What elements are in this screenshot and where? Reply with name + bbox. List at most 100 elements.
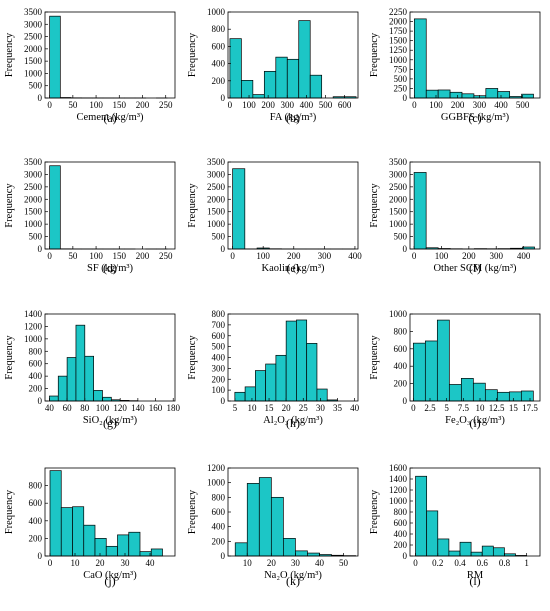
ytick-label-k-2: 400 xyxy=(212,522,226,532)
ytick-label-c-1: 250 xyxy=(394,83,408,93)
xlabel-b: FA (kg/m³) xyxy=(270,112,317,123)
bar-g-6 xyxy=(102,396,112,402)
ytick-label-i-0: 0 xyxy=(403,396,408,406)
ytick-label-e-7: 3500 xyxy=(207,157,226,167)
bar-e-0 xyxy=(232,168,246,250)
ytick-label-a-2: 1000 xyxy=(24,68,43,78)
xtick-label-i-5: 12.5 xyxy=(489,403,505,413)
xtick-label-j-3: 30 xyxy=(121,558,131,568)
xtick-label-l-1: 0.2 xyxy=(432,558,443,568)
ytick-label-l-2: 400 xyxy=(394,529,408,539)
xtick-label-b-0: 0 xyxy=(228,100,233,110)
ytick-label-i-3: 600 xyxy=(394,344,408,354)
xtick-label-c-2: 200 xyxy=(451,100,465,110)
axes-frame-b xyxy=(227,11,359,99)
bar-h-0 xyxy=(234,391,246,402)
bar-j-1 xyxy=(60,507,73,557)
ytick-label-f-7: 3500 xyxy=(389,157,408,167)
bar-k-4 xyxy=(283,538,296,557)
xtick-label-h-7: 40 xyxy=(350,403,360,413)
panel-b: 0 200 400 600 800 1000 0 100 200 300 400 500 600 FA (… xyxy=(187,7,359,125)
bar-c-2 xyxy=(437,89,451,99)
xtick-label-c-0: 0 xyxy=(412,100,417,110)
ytick-label-d-7: 3500 xyxy=(24,157,43,167)
xtick-label-e-4: 400 xyxy=(348,251,362,261)
xtick-label-i-0: 0 xyxy=(411,403,416,413)
xtick-label-a-2: 100 xyxy=(89,100,103,110)
xtick-label-d-5: 250 xyxy=(159,251,173,261)
xtick-label-c-3: 300 xyxy=(473,100,487,110)
ytick-label-h-3: 300 xyxy=(212,363,226,373)
ytick-label-i-1: 200 xyxy=(394,379,408,389)
ylabel-c: Frequency xyxy=(369,32,380,77)
xtick-label-b-5: 500 xyxy=(319,100,333,110)
xtick-label-i-7: 17.5 xyxy=(522,403,538,413)
xtick-label-f-0: 0 xyxy=(412,251,417,261)
ytick-label-a-7: 3500 xyxy=(24,7,43,17)
ytick-label-f-3: 1500 xyxy=(389,207,408,217)
bar-h-4 xyxy=(275,354,287,402)
ytick-label-a-4: 2000 xyxy=(24,44,43,54)
bar-g-3 xyxy=(75,324,86,402)
panel-e: 0 500 1000 1500 2000 2500 3000 3500 0 100 200 300 40… xyxy=(187,157,362,275)
ytick-label-a-3: 1500 xyxy=(24,56,43,66)
ytick-label-g-1: 200 xyxy=(29,384,43,394)
xtick-label-k-4: 50 xyxy=(339,558,349,568)
ytick-label-c-3: 750 xyxy=(394,64,408,74)
ytick-label-f-5: 2500 xyxy=(389,182,408,192)
bar-j-3 xyxy=(83,524,96,557)
ytick-label-g-2: 400 xyxy=(29,371,43,381)
bar-c-0 xyxy=(413,18,427,99)
xtick-label-d-2: 100 xyxy=(89,251,103,261)
ytick-label-f-4: 2000 xyxy=(389,194,408,204)
ytick-label-c-8: 2000 xyxy=(389,17,408,27)
ytick-label-l-5: 1000 xyxy=(389,496,408,506)
panel-d: 0 500 1000 1500 2000 2500 3000 3500 0 50 100 150 200… xyxy=(4,157,176,275)
bar-f-0 xyxy=(413,172,427,250)
ytick-label-f-1: 500 xyxy=(394,232,408,242)
ytick-label-j-2: 400 xyxy=(29,516,43,526)
bar-b-6 xyxy=(298,20,311,99)
xlabel-g: SiO₂ (kg/m³) xyxy=(83,415,138,426)
bar-l-5 xyxy=(470,551,483,557)
ytick-label-l-7: 1400 xyxy=(389,474,408,484)
xtick-label-d-1: 50 xyxy=(68,251,78,261)
bar-j-4 xyxy=(94,538,107,557)
bar-d-0 xyxy=(49,165,61,250)
xtick-label-a-0: 0 xyxy=(47,100,52,110)
bar-k-6 xyxy=(307,552,320,557)
xtick-label-k-2: 30 xyxy=(291,558,301,568)
bar-b-5 xyxy=(286,58,300,99)
ytick-label-h-0: 0 xyxy=(221,396,226,406)
bar-j-5 xyxy=(105,545,118,557)
xtick-label-b-6: 600 xyxy=(338,100,352,110)
xtick-label-h-1: 10 xyxy=(247,403,257,413)
xlabel-a: Cement (kg/m³) xyxy=(76,112,144,123)
xtick-label-b-1: 100 xyxy=(242,100,256,110)
bar-j-6 xyxy=(117,534,130,557)
xtick-label-e-1: 100 xyxy=(256,251,270,261)
bar-j-9 xyxy=(150,548,163,557)
xtick-label-g-5: 140 xyxy=(131,403,145,413)
panel-label-h: (h) xyxy=(286,416,300,430)
ylabel-b: Frequency xyxy=(187,32,198,77)
xtick-label-e-3: 300 xyxy=(318,251,332,261)
ytick-label-k-5: 1000 xyxy=(207,478,226,488)
ytick-label-c-4: 1000 xyxy=(389,55,408,65)
xlabel-i: Fe₂O₃ (kg/m³) xyxy=(445,415,505,426)
ytick-label-f-6: 3000 xyxy=(389,169,408,179)
bar-b-4 xyxy=(275,56,288,99)
xtick-label-h-6: 35 xyxy=(333,403,343,413)
ytick-label-d-2: 1000 xyxy=(24,219,43,229)
ytick-label-b-5: 1000 xyxy=(207,7,226,17)
ytick-label-h-8: 800 xyxy=(212,309,226,319)
bar-j-8 xyxy=(139,551,152,557)
ytick-label-k-4: 800 xyxy=(212,492,226,502)
ytick-label-e-1: 500 xyxy=(212,232,226,242)
bar-b-3 xyxy=(263,70,277,99)
ytick-label-k-1: 200 xyxy=(212,536,226,546)
bar-j-2 xyxy=(72,506,85,557)
axes-frame-c xyxy=(409,11,541,99)
panel-label-j: (j) xyxy=(104,574,115,588)
